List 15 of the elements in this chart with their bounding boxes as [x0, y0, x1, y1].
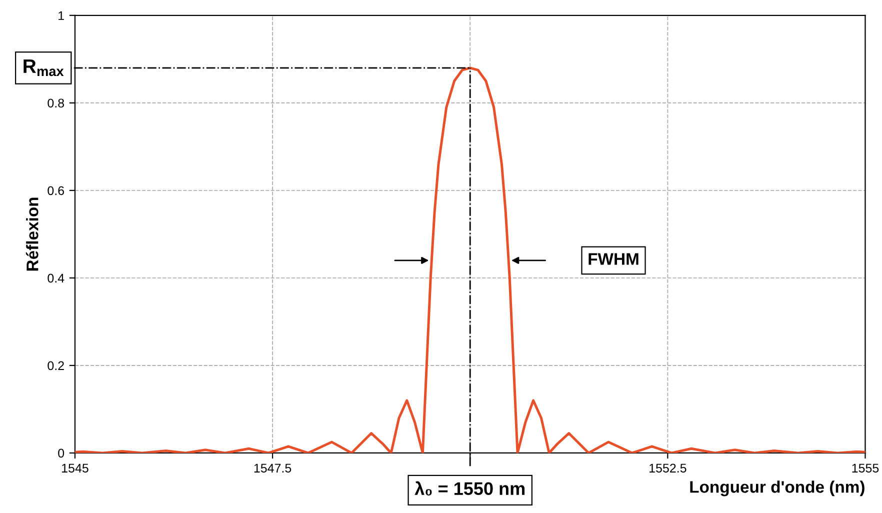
ref-line-label: R$_{max}$	[24, 60, 64, 76]
y-tick-label: 0.2	[48, 361, 64, 370]
x-tick-label: 1545	[62, 464, 88, 473]
y-tick-label: 0.6	[48, 186, 64, 196]
y-tick-label: 0.4	[48, 274, 64, 283]
y-tick-label: 0	[58, 448, 64, 458]
y-tick-label: 0.8	[48, 98, 64, 108]
x-tick-label: 1555	[852, 464, 879, 473]
annotation: FWHM	[588, 253, 638, 265]
x-axis-title: Longueur d'onde (nm)	[690, 480, 864, 496]
x-tick-label: 1552.5	[650, 464, 686, 473]
ref-line-label: λ₀ = 1550 nm	[414, 481, 524, 496]
y-axis-title: Réflexion	[26, 198, 38, 271]
y-tick-label: 1	[58, 11, 64, 20]
x-tick-label: 1547.5	[254, 464, 292, 473]
